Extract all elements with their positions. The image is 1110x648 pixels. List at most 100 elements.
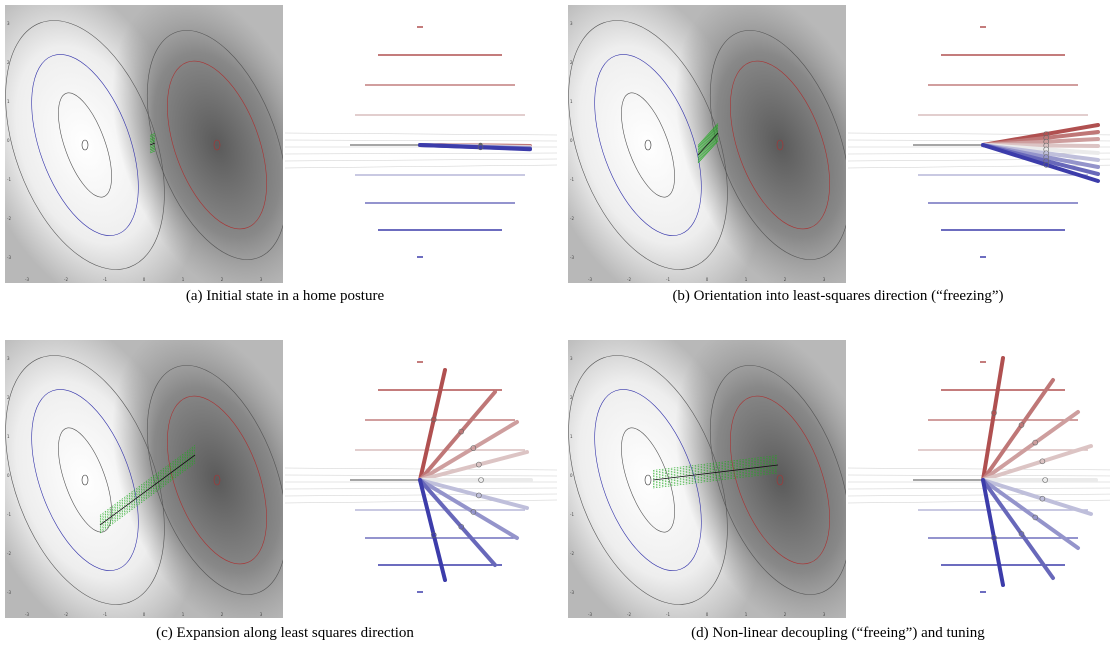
y-tick-label: 2 [7, 395, 10, 400]
x-tick-label: -1 [666, 277, 670, 282]
dark-well [675, 5, 846, 283]
arm [418, 478, 447, 582]
x-tick-label: 1 [182, 612, 185, 617]
joint [476, 492, 482, 499]
caption: (b) Orientation into least-squares direc… [672, 288, 1004, 304]
x-tick-label: -2 [64, 277, 68, 282]
robot-view [847, 5, 1110, 283]
contour [709, 365, 846, 595]
arm [981, 410, 1080, 482]
contour [81, 139, 89, 151]
joint [1018, 422, 1025, 428]
x-tick-label: 3 [823, 277, 826, 282]
contour [5, 355, 165, 605]
joint [478, 477, 484, 483]
contour [146, 365, 283, 595]
y-tick-label: 2 [570, 395, 573, 400]
ground-grid [284, 158, 558, 162]
x-tick-label: -1 [103, 277, 107, 282]
robot-view [284, 5, 558, 283]
x-tick-label: -3 [588, 612, 592, 617]
x-tick-label: 0 [706, 277, 709, 282]
contour [5, 20, 165, 270]
contour [776, 474, 784, 486]
joint [1043, 162, 1050, 168]
y-tick-label: 3 [7, 21, 10, 26]
ground-grid [847, 164, 1110, 169]
y-tick-label: 2 [7, 60, 10, 65]
arm [418, 478, 519, 540]
contour [568, 20, 728, 270]
contour [31, 54, 139, 236]
trajectory [697, 123, 719, 146]
arm [981, 478, 1055, 580]
y-tick-label: -2 [7, 551, 11, 556]
ground-grid [847, 499, 1110, 504]
x-tick-label: 2 [784, 277, 787, 282]
contour [31, 389, 139, 571]
arm [418, 420, 519, 482]
x-tick-label: 0 [143, 277, 146, 282]
arm [981, 478, 1005, 587]
trajectory [149, 142, 156, 146]
joint [458, 428, 465, 435]
y-tick-label: -2 [7, 216, 11, 221]
trajectory [697, 140, 719, 164]
y-tick-label: -1 [570, 177, 574, 182]
plot-area [568, 340, 846, 618]
plot-area [568, 5, 846, 283]
joint [991, 410, 997, 416]
arm [418, 450, 529, 482]
joint [1018, 531, 1025, 537]
caption: (a) Initial state in a home posture [185, 288, 385, 304]
contour [644, 139, 652, 151]
ground-grid [284, 164, 558, 169]
y-tick-label: 1 [7, 434, 10, 439]
contour [58, 92, 112, 198]
trajectory [149, 134, 156, 138]
arm [981, 444, 1093, 482]
x-tick-label: -3 [25, 277, 29, 282]
arm [981, 478, 1093, 516]
joint [1032, 439, 1039, 446]
robot-view [847, 340, 1110, 618]
trajectory [149, 139, 156, 143]
contour [568, 355, 728, 605]
trajectory [697, 129, 719, 153]
trajectory [697, 131, 719, 154]
x-tick-label: -2 [64, 612, 68, 617]
trajectory [149, 133, 156, 136]
joint [1039, 458, 1046, 465]
contour [167, 60, 267, 230]
contour [709, 30, 846, 260]
trajectory [149, 145, 156, 149]
ground-grid [847, 158, 1110, 162]
x-tick-label: 2 [221, 277, 224, 282]
arm [418, 390, 497, 482]
x-tick-label: -2 [627, 277, 631, 282]
y-tick-label: 1 [7, 99, 10, 104]
arm [418, 478, 497, 567]
joint [1039, 495, 1046, 502]
trajectory [149, 144, 156, 147]
contour-plot: 3 2 1 0 -1 -2 -3 -3 -2 -1 0 1 2 3 [568, 340, 846, 618]
joint [470, 445, 477, 451]
contour [213, 139, 221, 151]
contour [146, 30, 283, 260]
trajectory [149, 147, 156, 151]
x-tick-label: 1 [182, 277, 185, 282]
contour [730, 395, 830, 565]
trajectory [697, 134, 719, 157]
dark-well [112, 5, 283, 283]
trajectory [697, 126, 719, 149]
trajectory [149, 137, 156, 141]
joint [430, 532, 437, 538]
joint [1042, 477, 1048, 483]
x-tick-label: 1 [745, 277, 748, 282]
trajectory [697, 137, 719, 161]
y-tick-label: -3 [7, 590, 11, 595]
trajectory [697, 135, 719, 159]
trajectory [149, 141, 156, 144]
